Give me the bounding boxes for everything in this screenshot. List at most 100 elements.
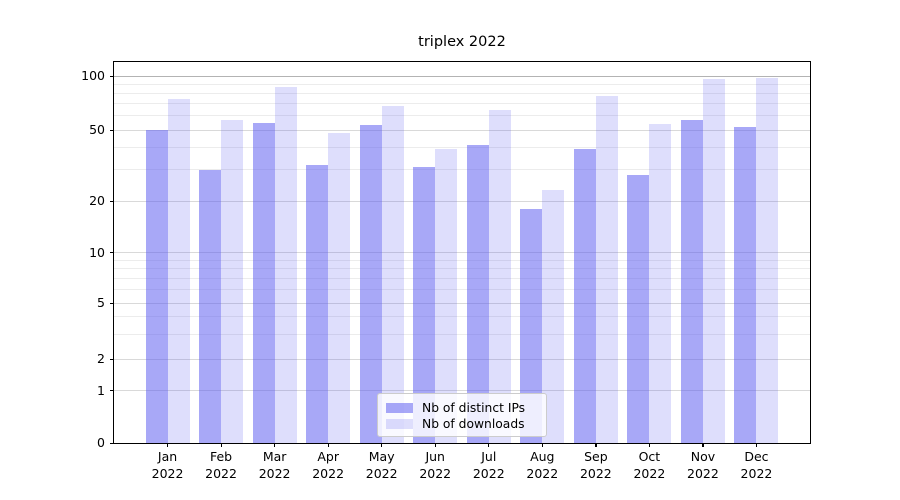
bar-downloads-jan xyxy=(167,99,190,443)
x-tick-mark xyxy=(381,443,383,447)
x-tick-label-line: 2022 xyxy=(472,466,505,481)
minor-gridline xyxy=(114,278,810,280)
bar-ips-may xyxy=(359,125,382,443)
bar-downloads-jun xyxy=(435,149,458,443)
x-tick-label-line: Jan xyxy=(157,449,178,464)
major-gridline xyxy=(114,358,810,360)
y-tick-mark xyxy=(110,129,114,131)
x-tick-mark xyxy=(648,443,651,447)
x-tick-label-line: 2022 xyxy=(419,466,452,481)
legend-label-downloads: Nb of downloads xyxy=(422,417,525,431)
bar-ips-jul xyxy=(466,145,489,443)
y-tick-mark xyxy=(110,200,114,202)
x-tick-label: Jun 2022 xyxy=(403,448,467,482)
minor-gridline xyxy=(114,289,810,291)
bar-ips-feb xyxy=(199,169,222,443)
minor-gridline xyxy=(114,333,810,335)
bar-ips-nov xyxy=(680,119,703,443)
bar-ips-jan xyxy=(145,130,168,443)
x-tick-label-line: 2022 xyxy=(312,466,345,481)
major-gridline xyxy=(114,129,810,131)
x-tick-label-line: 2022 xyxy=(687,466,719,481)
bar-downloads-feb xyxy=(221,119,244,443)
x-tick-label-line: May xyxy=(368,449,395,464)
x-tick-label: Oct 2022 xyxy=(617,448,681,482)
bar-downloads-oct xyxy=(649,124,672,443)
minor-gridline xyxy=(114,259,810,261)
x-tick-label-line: Mar xyxy=(262,449,287,464)
major-gridline xyxy=(114,252,810,254)
x-tick-mark xyxy=(755,443,758,447)
bar-ips-apr xyxy=(306,164,329,443)
x-tick-mark xyxy=(167,443,169,447)
minor-gridline xyxy=(114,103,810,105)
x-tick-label: Nov 2022 xyxy=(671,448,735,482)
y-tick-label: 20 xyxy=(89,193,105,208)
x-tick-label: Apr 2022 xyxy=(296,448,360,482)
y-tick-label: 1 xyxy=(97,382,105,398)
minor-gridline xyxy=(114,115,810,117)
x-tick-label-line: 2022 xyxy=(526,466,559,481)
legend-swatch-distinct-ips xyxy=(386,402,413,414)
bar-downloads-sep xyxy=(595,96,618,443)
x-tick-label-line: 2022 xyxy=(633,466,666,481)
x-tick-mark xyxy=(595,443,597,447)
y-tick-label: 100 xyxy=(81,68,105,83)
bar-ips-oct xyxy=(627,174,650,443)
x-tick-label-line: Sep xyxy=(584,449,608,464)
major-gridline xyxy=(114,200,810,202)
x-tick-mark xyxy=(488,443,490,447)
bar-ips-jun xyxy=(413,167,436,443)
x-tick-label-line: 2022 xyxy=(579,466,612,481)
bar-downloads-nov xyxy=(702,79,725,443)
bar-ips-sep xyxy=(573,149,596,443)
x-tick-label-line: 2022 xyxy=(205,466,237,481)
x-tick-label: Jan 2022 xyxy=(136,448,200,482)
x-tick-mark xyxy=(434,443,436,447)
minor-gridline xyxy=(114,83,810,85)
minor-gridline xyxy=(114,316,810,318)
x-tick-label-line: 2022 xyxy=(258,466,291,481)
x-tick-label: May 2022 xyxy=(350,448,414,482)
x-tick-label: Feb 2022 xyxy=(189,448,253,482)
bar-ips-mar xyxy=(252,122,275,443)
y-tick-mark xyxy=(110,442,114,444)
major-gridline xyxy=(114,302,810,304)
major-gridline xyxy=(114,390,810,392)
x-tick-label-line: Apr xyxy=(317,449,339,464)
bar-downloads-dec xyxy=(756,77,779,443)
y-tick-label: 5 xyxy=(97,295,105,311)
y-tick-label: 0 xyxy=(97,435,105,451)
x-tick-mark xyxy=(220,443,222,447)
bar-downloads-may xyxy=(381,106,404,443)
x-tick-label-line: Nov xyxy=(690,449,716,464)
bar-downloads-aug xyxy=(542,190,565,443)
x-tick-mark xyxy=(327,443,329,447)
x-tick-label-line: Oct xyxy=(638,449,661,464)
major-gridline xyxy=(114,75,810,77)
legend: Nb of distinct IPs Nb of downloads xyxy=(377,393,547,437)
x-tick-label-line: Feb xyxy=(209,449,233,464)
x-tick-mark xyxy=(702,443,704,447)
x-tick-label-line: Aug xyxy=(530,449,555,464)
chart-title: triplex 2022 xyxy=(418,34,506,50)
bar-ips-dec xyxy=(734,126,757,443)
x-tick-label: Sep 2022 xyxy=(564,448,628,482)
x-tick-label-line: Jul xyxy=(481,449,497,464)
y-tick-mark xyxy=(110,75,114,77)
bar-downloads-apr xyxy=(328,133,351,443)
legend-swatch-downloads xyxy=(386,418,413,430)
y-tick-mark xyxy=(110,252,114,254)
plot-area xyxy=(113,61,811,444)
y-tick-label: 2 xyxy=(97,351,105,366)
x-tick-label: Dec 2022 xyxy=(724,448,788,482)
x-tick-label-line: 2022 xyxy=(740,466,773,481)
x-tick-mark xyxy=(541,443,543,447)
x-tick-label-line: Dec xyxy=(744,449,769,464)
x-tick-label: Jul 2022 xyxy=(457,448,521,482)
y-tick-mark xyxy=(110,358,114,360)
y-tick-mark xyxy=(110,390,114,392)
legend-row-distinct-ips: Nb of distinct IPs xyxy=(386,400,538,416)
minor-gridline xyxy=(114,146,810,148)
